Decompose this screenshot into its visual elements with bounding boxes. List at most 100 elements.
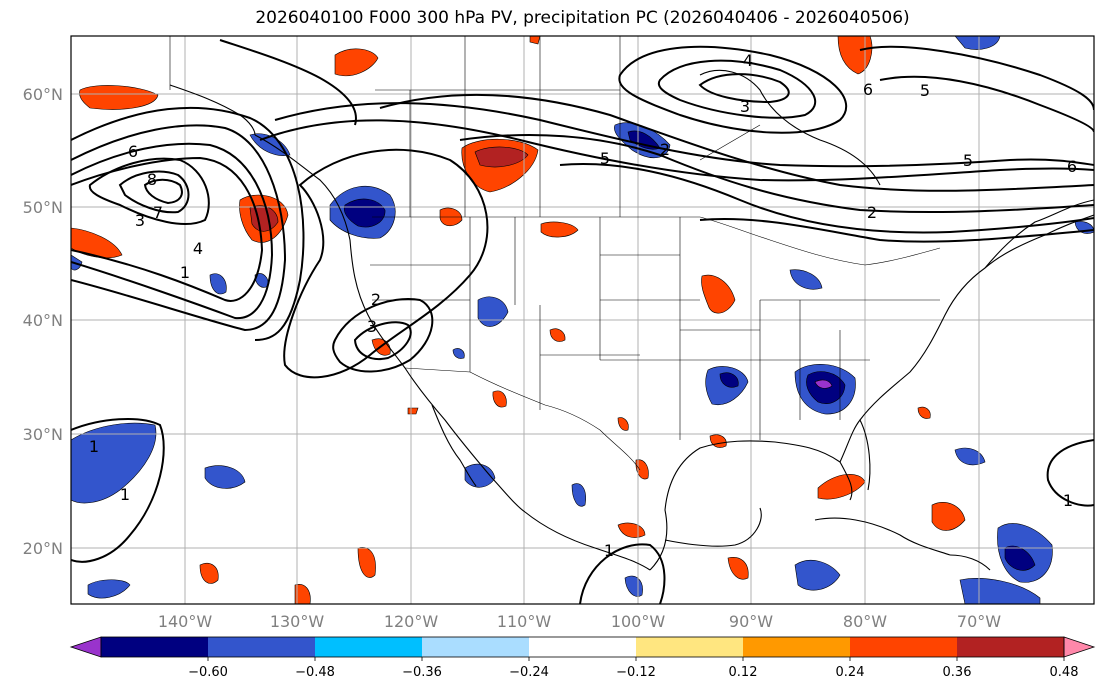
colorbar-tick-label: 0.24 [836,665,865,680]
contour-label: 2 [371,290,381,309]
pv-contour [283,148,489,379]
coastline-pacific [254,134,526,513]
colorbar-segment [957,637,1064,657]
lon-label: 70°W [957,612,1001,631]
colorbar-tick-label: −0.48 [295,665,335,680]
contour-label: 5 [600,149,610,168]
contour-label: 6 [128,142,138,161]
pv-contour [71,142,274,320]
colorbar-segment [636,637,743,657]
pv-contour [332,298,434,373]
contour-label: 8 [147,170,157,189]
lon-label: 80°W [843,612,887,631]
pv-contour [353,321,412,360]
lon-label: 130°W [270,612,325,631]
contour-label: 1 [604,541,614,560]
precip-neg-region [204,465,246,489]
colorbar-segment [529,637,636,657]
precip-neg-core [1004,545,1036,571]
precip-neg-region [209,273,227,295]
precip-neg-region [794,560,841,591]
border-us-mexico [404,367,641,471]
pv-contour [879,75,1094,133]
precip-pos-region [407,407,419,415]
coastline-florida [839,418,871,491]
pv-contour [657,59,817,119]
contour-label: 1 [89,437,99,456]
precip-neg-region [87,579,131,599]
latitude-labels: 60°N 50°N 40°N 30°N 20°N [23,85,63,558]
colorbar-extend-low [69,636,102,658]
precip-pos-region [701,274,736,314]
pv-contour [143,178,183,205]
precip-pos-region [79,85,159,110]
contour-label: 4 [743,51,753,70]
colorbar-segment [101,637,208,657]
colorbar-segment [422,637,529,657]
contour-label: 6 [863,80,873,99]
lat-lon-grid [71,36,1094,604]
precip-pos-region [931,501,966,531]
coastline-yucatan [664,507,762,547]
lon-label: 110°W [497,612,552,631]
coastline-baja [431,404,477,487]
pv-contour [219,39,357,126]
pv-contour [379,93,1094,192]
border-us-canada [372,216,941,266]
lon-label: 120°W [384,612,439,631]
contour-label: 3 [135,211,145,230]
lon-label: 140°W [158,612,213,631]
pv-contour [118,170,190,214]
pv-contour [699,218,1094,243]
pv-contour [71,106,305,341]
contour-label: 5 [963,151,973,170]
pv-contour [71,124,287,332]
coastline-hispaniola [949,554,991,571]
precip-neg-region [789,269,823,290]
precip-pos-region [549,328,566,342]
lon-label: 90°W [729,612,773,631]
colorbar-extend-high [1063,636,1096,658]
pv-contour [274,102,1094,168]
contour-label: 6 [1067,157,1077,176]
lat-label: 30°N [23,425,63,444]
lat-label: 40°N [23,311,63,330]
contour-label: 2 [867,203,877,222]
precip-neg-region [452,348,465,359]
colorbar-tick-label: 0.12 [729,665,758,680]
lat-label: 60°N [23,85,63,104]
precip-pos-region [837,36,873,75]
pv-contour-labels: 1 2 3 4 5 6 7 8 4 5 6 3 2 1 5 6 2 3 1 1 … [89,51,1077,560]
coastline-mexico-west [524,511,651,571]
precip-neg-max [814,379,833,389]
contour-label: 1 [1063,491,1073,510]
precip-pos-region [334,48,379,77]
precip-pos-region [294,584,311,604]
pv-contour [559,163,1094,234]
colorbar: −0.60 −0.48 −0.36 −0.24 −0.12 0.12 0.24 0.36 0.4… [69,636,1096,680]
precip-pos-region [617,417,629,431]
pv-contour [459,134,1094,214]
colorbar-tick-label: 0.36 [943,665,972,680]
contour-label: 3 [740,97,750,116]
pv-contour [88,157,210,226]
pv-contour [859,45,1094,111]
contour-label: 5 [920,81,930,100]
contour-label: 4 [193,239,203,258]
pv-contour [71,417,165,563]
precip-pos-region [727,557,749,580]
pv-contour [71,156,264,302]
pv-contours [71,39,1094,604]
pv-contour [698,73,790,104]
precip-neg-region [959,578,1041,604]
precip-pos-region [917,406,931,419]
political-borders [169,36,941,471]
lat-label: 50°N [23,198,63,217]
precip-neg-core [343,198,386,228]
precip-neg-region [954,447,986,466]
precip-neg-region [71,422,157,504]
coastline-cuba [814,517,951,556]
precip-pos-region [540,221,579,238]
coastline-gulf [649,440,853,571]
